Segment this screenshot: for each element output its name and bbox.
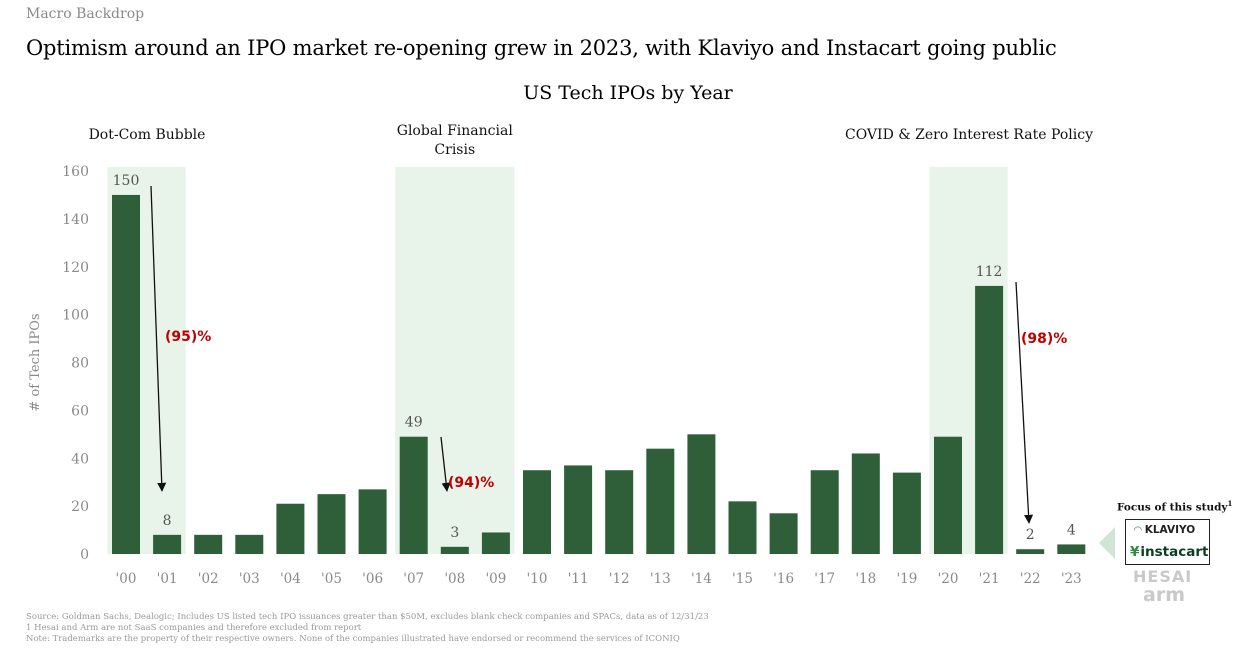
x-tick-label-2: '02 (198, 571, 219, 587)
data-label-2: 49 (405, 415, 423, 431)
y-tick-label-6: 120 (62, 260, 89, 276)
data-label-1: 8 (163, 513, 172, 529)
x-tick-label-16: '16 (773, 571, 794, 587)
bar-18 (851, 453, 880, 554)
carrot-icon: ¥ (1130, 544, 1140, 560)
x-tick-label-13: '13 (650, 571, 671, 587)
bar-10 (523, 470, 551, 554)
y-axis-label: # of Tech IPOs (28, 313, 43, 411)
page-headline: Optimism around an IPO market re-opening… (26, 36, 1057, 60)
x-tick-label-8: '08 (444, 571, 465, 587)
bar-9 (481, 532, 510, 554)
x-tick-label-22: '22 (1020, 571, 1041, 587)
bar-13 (646, 448, 675, 554)
period-label-0: Dot-Com Bubble (89, 127, 206, 143)
decline-label-0: (95)% (165, 329, 211, 345)
footnote-exclusion: 1 Hesai and Arm are not SaaS companies a… (26, 623, 362, 633)
bar-21 (975, 285, 1004, 554)
data-label-6: 4 (1067, 522, 1076, 538)
focus-title: Focus of this study1 (1117, 499, 1233, 514)
bar-5 (317, 494, 346, 554)
bar-3 (235, 534, 264, 554)
bar-15 (728, 501, 757, 554)
bar-2 (194, 534, 223, 554)
x-tick-label-5: '05 (321, 571, 342, 587)
bar-20 (934, 436, 962, 554)
bar-23 (1057, 544, 1086, 554)
x-tick-label-14: '14 (691, 571, 712, 587)
bar-7 (399, 436, 428, 554)
focus-pointer-icon (1099, 527, 1115, 559)
footnote-source: Source: Goldman Sachs, Dealogic; Include… (26, 612, 709, 622)
bar-17 (810, 470, 839, 554)
bar-8 (440, 546, 469, 554)
bar-16 (769, 513, 798, 554)
data-label-4: 112 (976, 264, 1003, 280)
x-tick-label-23: '23 (1061, 571, 1082, 587)
x-tick-label-1: '01 (157, 571, 178, 587)
instacart-logo: ¥instacart (1130, 544, 1209, 560)
x-tick-label-20: '20 (938, 571, 959, 587)
bar-11 (564, 465, 593, 554)
bar-1 (153, 534, 182, 554)
chart-title: US Tech IPOs by Year (523, 82, 733, 104)
decline-label-1: (94)% (448, 475, 494, 491)
section-label: Macro Backdrop (26, 6, 145, 22)
y-tick-label-3: 60 (71, 403, 89, 419)
data-label-5: 2 (1026, 527, 1035, 543)
period-label-1: Global Financial Crisis (397, 123, 514, 158)
bar-14 (687, 434, 716, 554)
klaviyo-logo: ◠ KLAVIYO (1134, 524, 1196, 536)
y-tick-label-4: 80 (71, 356, 89, 372)
y-tick-label-7: 140 (62, 212, 89, 228)
x-tick-label-18: '18 (855, 571, 876, 587)
x-tick-label-12: '12 (609, 571, 630, 587)
focus-logos-box: ◠ KLAVIYO ¥instacart (1125, 519, 1210, 565)
data-label-3: 3 (450, 525, 459, 541)
y-tick-label-5: 100 (62, 308, 89, 324)
decline-arrow-0 (150, 185, 167, 492)
x-tick-label-3: '03 (239, 571, 260, 587)
y-tick-label-8: 160 (62, 164, 89, 180)
bar-6 (358, 489, 387, 554)
wifi-wave-icon: ◠ (1134, 525, 1142, 536)
data-label-0: 150 (113, 173, 140, 189)
x-tick-label-7: '07 (403, 571, 424, 587)
y-tick-label-1: 20 (71, 499, 89, 515)
decline-arrow-2 (1015, 281, 1034, 524)
footnotes: Source: Goldman Sachs, Dealogic; Include… (26, 612, 709, 645)
x-tick-label-21: '21 (979, 571, 1000, 587)
y-tick-label-0: 0 (80, 547, 89, 563)
hesai-logo: HESAI (1133, 567, 1193, 586)
y-tick-label-2: 40 (71, 451, 89, 467)
x-tick-label-15: '15 (732, 571, 753, 587)
arm-logo: arm (1143, 584, 1185, 606)
x-tick-label-4: '04 (280, 571, 301, 587)
bar-0 (112, 194, 140, 554)
bar-4 (276, 503, 305, 554)
bar-22 (1016, 549, 1045, 554)
x-tick-label-6: '06 (362, 571, 383, 587)
x-tick-label-10: '10 (527, 571, 548, 587)
x-tick-label-9: '09 (485, 571, 506, 587)
footnote-trademark: Note: Trademarks are the property of the… (26, 634, 680, 644)
x-tick-label-19: '19 (896, 571, 917, 587)
x-tick-label-0: '00 (116, 571, 137, 587)
x-tick-label-11: '11 (568, 571, 589, 587)
decline-arrow-1 (440, 436, 451, 492)
bar-19 (892, 472, 921, 554)
x-tick-label-17: '17 (814, 571, 835, 587)
bar-12 (605, 470, 634, 554)
period-label-2: COVID & Zero Interest Rate Policy (845, 127, 1093, 143)
decline-label-2: (98)% (1021, 331, 1067, 347)
